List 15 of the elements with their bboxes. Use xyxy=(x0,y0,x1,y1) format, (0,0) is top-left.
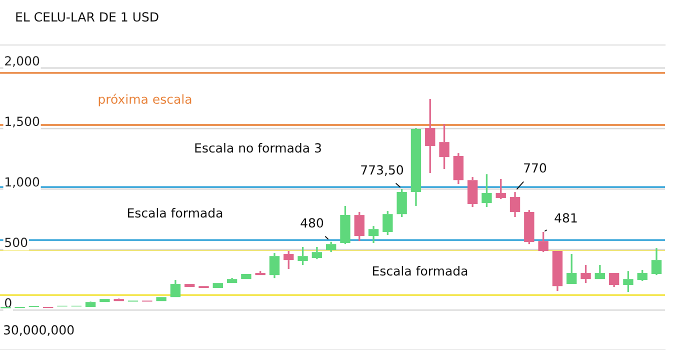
annotation: Escala formada xyxy=(128,208,222,218)
y-tick-label: 2,000 xyxy=(5,56,40,67)
annotation: 773,50 xyxy=(361,165,404,176)
annotation: Escala no formada 3 xyxy=(195,142,321,153)
y-tick-label: 1,000 xyxy=(6,177,40,188)
annotation: 481 xyxy=(554,213,577,223)
y-tick-label: 500 xyxy=(5,238,28,248)
annotation: 770 xyxy=(524,163,546,173)
annotation: 30,000,000 xyxy=(4,325,74,336)
annotation: 480 xyxy=(300,218,324,228)
annotation: Escala formada xyxy=(373,266,468,276)
y-tick-label: 0 xyxy=(4,298,12,308)
chart-title: EL CELU-LAR DE 1 USD xyxy=(16,12,158,22)
y-tick-label: 1,500 xyxy=(6,116,40,128)
annotation: próxima escala xyxy=(98,94,192,106)
